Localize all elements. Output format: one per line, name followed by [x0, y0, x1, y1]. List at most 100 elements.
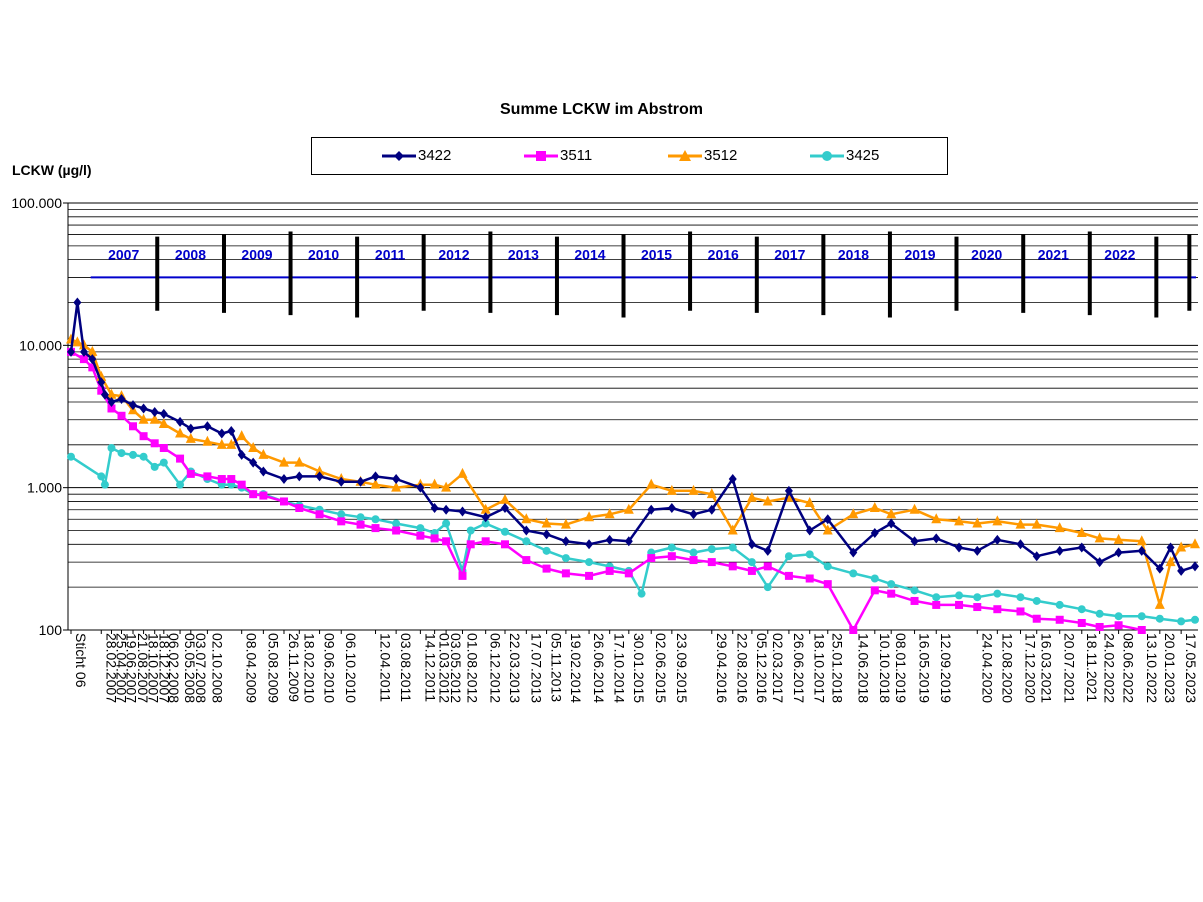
- legend-label-3425: 3425: [846, 147, 880, 164]
- gridlines: [68, 202, 1198, 631]
- x-tick-label: 24.02.2022: [1102, 633, 1118, 703]
- data-point: [249, 490, 258, 499]
- data-point: [728, 474, 737, 485]
- data-point: [1136, 535, 1147, 546]
- series-3422: [67, 297, 1199, 576]
- series-3511: [67, 347, 1146, 634]
- year-label: 2015: [641, 247, 672, 263]
- data-point: [886, 508, 897, 519]
- x-tick-label: 18.10.2007: [146, 633, 162, 703]
- data-point: [1166, 542, 1175, 553]
- data-point: [993, 589, 1002, 598]
- x-tick-label: 18.02.2010: [301, 633, 317, 703]
- x-tick-label: 06.12.2012: [488, 633, 504, 703]
- x-tick-label: 26.06.2014: [591, 633, 607, 703]
- data-point: [429, 478, 440, 489]
- data-point: [217, 428, 226, 439]
- x-tick-label: 08.01.2019: [893, 633, 909, 703]
- x-tick-label: 25.04.2007: [113, 633, 129, 703]
- data-point: [910, 536, 919, 547]
- x-tick-label: 02.06.2015: [653, 633, 669, 703]
- x-tick-label: 14.12.2011: [422, 633, 438, 702]
- data-point: [992, 515, 1003, 526]
- data-point: [870, 528, 879, 539]
- data-point: [480, 503, 491, 514]
- data-point: [227, 475, 236, 484]
- data-point: [972, 517, 983, 528]
- data-point: [159, 458, 168, 467]
- x-tick-label: 29.04.2016: [714, 633, 730, 703]
- data-point: [500, 502, 509, 513]
- data-point: [97, 377, 106, 388]
- x-tick-label: 08.04.2009: [244, 633, 260, 703]
- x-tick-label: 21.08.2007: [135, 633, 151, 703]
- data-point: [1032, 614, 1041, 623]
- data-point: [746, 491, 757, 502]
- data-point: [466, 526, 475, 535]
- data-point: [848, 508, 859, 519]
- x-tick-label: 05.11.2013: [549, 633, 565, 702]
- data-point: [117, 411, 126, 420]
- data-point: [481, 512, 490, 523]
- data-point: [522, 525, 531, 536]
- data-point: [73, 297, 82, 308]
- data-point: [541, 517, 552, 528]
- data-point: [139, 432, 148, 441]
- data-point: [278, 456, 289, 467]
- x-tick-label: Sticht 06: [73, 633, 89, 688]
- data-point: [176, 480, 185, 489]
- x-tick-label: 30.01.2015: [631, 633, 647, 703]
- data-point: [1054, 522, 1065, 533]
- data-point: [1177, 565, 1186, 576]
- data-point: [203, 472, 212, 481]
- data-point: [371, 515, 380, 524]
- data-point: [392, 474, 401, 485]
- x-tick-label: 16.03.2021: [1039, 633, 1055, 703]
- x-tick-label: 10.10.2018: [877, 633, 893, 703]
- data-point: [910, 596, 919, 605]
- year-annotations: 2007 2008 2009 2010 2011 2012 2013 2014 2015 2016…: [90, 231, 1196, 318]
- x-tick-label: 25.01.2018: [830, 633, 846, 703]
- x-tick-label: 12.08.2020: [999, 633, 1015, 703]
- year-label: 2007: [108, 247, 139, 263]
- x-tick-label: 03.08.2011: [398, 633, 414, 702]
- x-tick-label: 20.01.2023: [1162, 633, 1178, 703]
- data-point: [823, 514, 832, 525]
- series-line-3512: [70, 338, 1196, 607]
- data-point: [117, 393, 126, 404]
- data-point: [993, 605, 1002, 614]
- x-tick-label: 19.02.2014: [568, 633, 584, 703]
- data-point: [315, 471, 324, 482]
- data-point: [159, 443, 168, 452]
- data-point: [259, 466, 268, 477]
- x-tick-label: 14.06.2018: [855, 633, 871, 703]
- data-point: [416, 524, 425, 533]
- legend-marker-3512: [668, 150, 702, 161]
- data-point: [416, 531, 425, 540]
- x-tick-label: 06.02.2008: [166, 633, 182, 703]
- data-point: [1114, 621, 1123, 630]
- data-point: [1016, 607, 1025, 616]
- data-point: [973, 545, 982, 556]
- data-point: [279, 474, 288, 485]
- data-point: [441, 481, 452, 492]
- data-point: [822, 524, 833, 535]
- data-point: [150, 462, 159, 471]
- data-point: [295, 471, 304, 482]
- data-point: [763, 545, 772, 556]
- data-point: [67, 452, 75, 461]
- data-point: [1015, 518, 1026, 529]
- data-point: [909, 503, 920, 514]
- data-point: [314, 465, 325, 476]
- data-point: [1055, 545, 1064, 556]
- x-tick-label: 01.03.2012: [437, 633, 453, 703]
- data-point: [226, 438, 237, 449]
- data-point: [1076, 527, 1087, 538]
- data-point: [481, 537, 490, 546]
- data-point: [442, 519, 451, 528]
- data-point: [823, 562, 832, 571]
- data-point: [1016, 593, 1025, 602]
- data-point: [1113, 533, 1124, 544]
- x-tick-label: 23.09.2015: [674, 633, 690, 703]
